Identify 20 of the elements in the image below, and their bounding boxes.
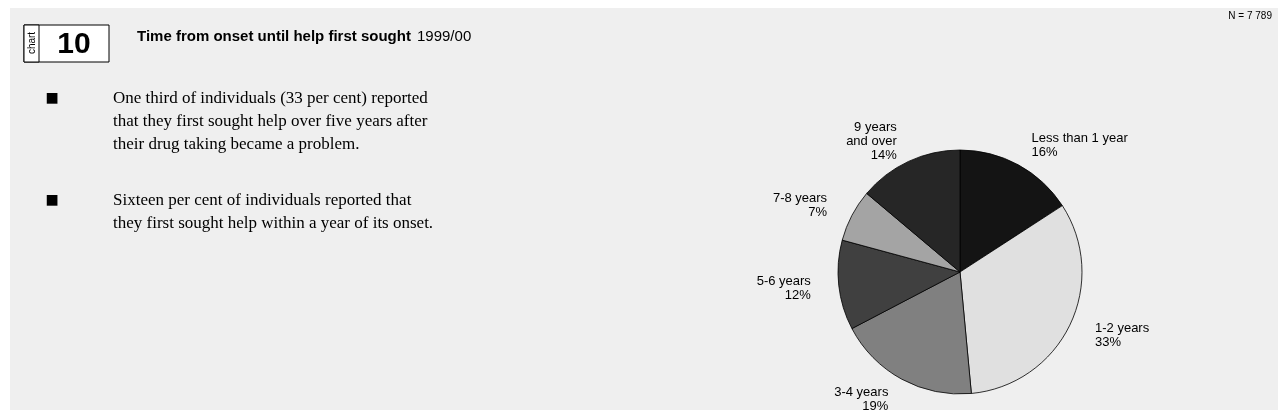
- data-label: 16%: [1031, 144, 1059, 160]
- text: ■: [45, 89, 59, 105]
- data-label: 7%: [808, 204, 828, 220]
- text: ■: [45, 191, 59, 207]
- text: N = 7 789: [1228, 10, 1273, 21]
- data-label: 12%: [784, 286, 812, 302]
- slice-label: 5-6 years: [756, 272, 812, 288]
- slice-label: 7-8 years: [772, 190, 828, 206]
- data-label: 19%: [862, 397, 889, 413]
- text: Time from onset until help first sought: [137, 27, 411, 44]
- slice-label: 9 years and over: [846, 119, 898, 149]
- slice-label: 3-4 years: [834, 383, 889, 399]
- text: chart: [26, 31, 37, 55]
- text: 1999/00: [417, 27, 472, 44]
- text: Sixteen per cent of individuals reported that they first sought help within a year of its onset.: [113, 190, 434, 232]
- text: One third of individuals (33 per cent) reported that they first sought help over five years after their drug taking became a problem.: [113, 88, 429, 153]
- data-label: 14%: [870, 147, 898, 163]
- slice-label: Less than 1 year: [1031, 130, 1129, 146]
- slice-label: 1-2 years: [1095, 319, 1150, 335]
- text: 10: [57, 26, 91, 59]
